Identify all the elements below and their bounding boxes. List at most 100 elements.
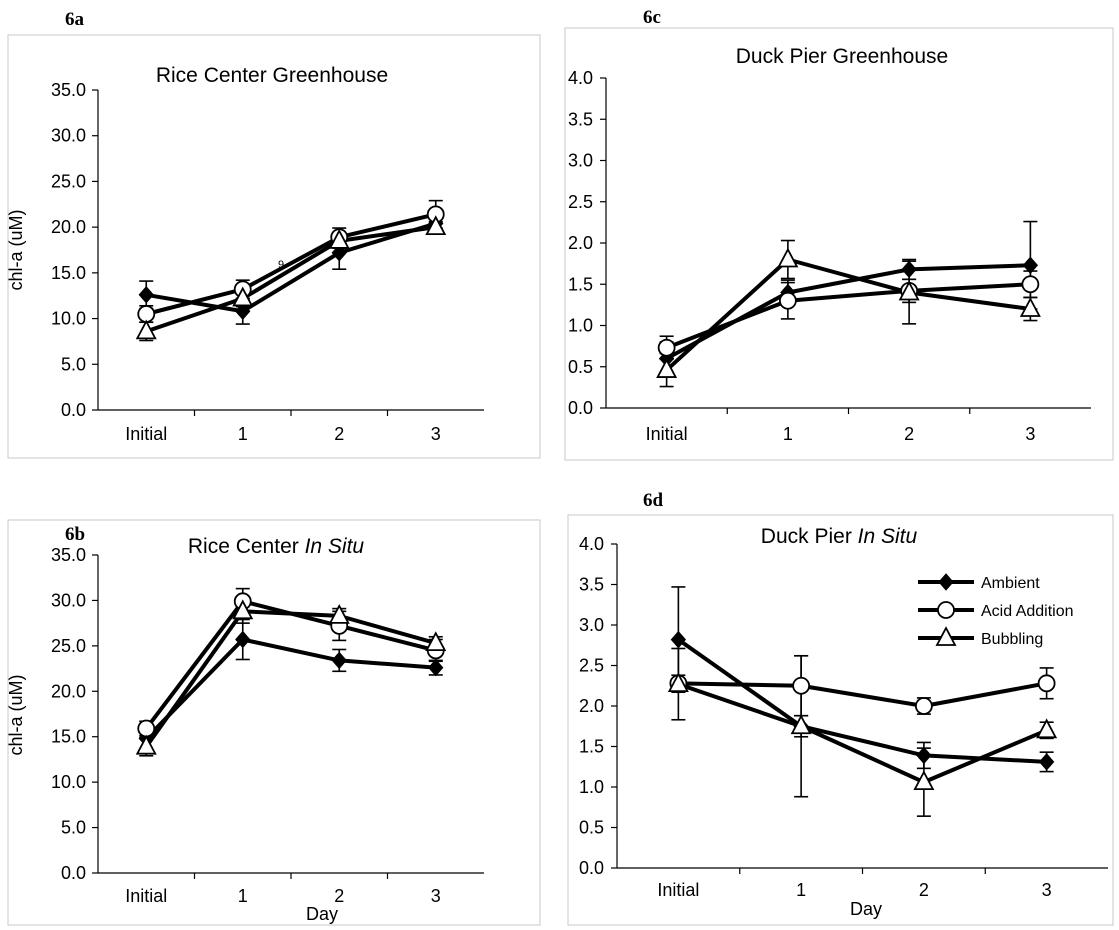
panel-frame (564, 27, 1114, 461)
x-tick-label: 1 (783, 424, 793, 444)
data-point-triangle (425, 215, 447, 236)
y-tick-label: 35.0 (51, 545, 86, 565)
data-point-triangle (328, 603, 350, 624)
y-tick-label: 3.5 (568, 109, 593, 129)
y-tick-label: 30.0 (51, 590, 86, 610)
chart-title: Duck Pier Greenhouse (736, 45, 948, 68)
y-tick-label: 15.0 (51, 263, 86, 283)
y-tick-label: 5.0 (61, 354, 86, 374)
chart-panel-6d: 6d Duck Pier In Situ 0.0 0.5 1.0 1.5 2.0 2.5 3.0… (567, 490, 1114, 926)
y-tick-label: 5.0 (61, 818, 86, 838)
x-tick-label: 1 (238, 424, 248, 444)
series-circle (659, 270, 1038, 361)
panel-frame (7, 519, 541, 926)
data-point-circle (1021, 275, 1040, 294)
data-point-circle (657, 338, 676, 357)
x-tick-label: Initial (125, 424, 167, 444)
y-tick-label: 1.0 (579, 777, 604, 797)
panel-label: 6a (65, 9, 85, 30)
y-tick-label: 2.5 (568, 192, 593, 212)
y-tick-label: 3.0 (568, 151, 593, 171)
x-tick-label: 3 (431, 424, 441, 444)
x-tick-label: 2 (334, 886, 344, 906)
data-point-triangle (135, 319, 157, 340)
legend-marker-circle (937, 601, 955, 619)
y-tick-label: 20.0 (51, 217, 86, 237)
data-point-circle (1037, 674, 1056, 693)
data-point-triangle (790, 714, 812, 735)
data-point-circle (914, 697, 933, 715)
series-triangle (659, 239, 1038, 388)
data-point-circle (778, 291, 797, 310)
data-point-diamond (1038, 753, 1055, 771)
data-point-triangle (667, 672, 689, 693)
chart-title: Rice Center Greenhouse (156, 64, 388, 87)
panel-label: 6d (643, 490, 664, 511)
data-point-triangle (777, 247, 799, 268)
legend-label: Ambient (981, 575, 1040, 592)
y-tick-label: 20.0 (51, 681, 86, 701)
data-point-triangle (425, 631, 447, 652)
x-tick-label: 3 (1042, 880, 1052, 900)
series-markers-triangle (667, 672, 1058, 791)
y-tick-label: 0.0 (61, 400, 86, 420)
y-tick-label: 2.0 (579, 696, 604, 716)
series-markers-triangle (135, 215, 447, 340)
y-tick-label: 1.5 (579, 737, 604, 757)
legend-marker-diamond (938, 573, 954, 591)
chart-panel-6c: 6c Duck Pier Greenhouse 0.0 0.5 1.0 1.5 2.0 2.5… (564, 7, 1114, 461)
data-point-triangle (1036, 718, 1058, 739)
y-tick-label: 0.0 (568, 398, 593, 418)
data-point-diamond (428, 658, 444, 677)
y-axis-title: chl-a (uM) (6, 209, 26, 290)
data-point-triangle (328, 228, 350, 249)
data-point-circle (137, 719, 156, 738)
legend-marker-triangle (935, 626, 957, 646)
y-tick-label: 25.0 (51, 171, 86, 191)
data-point-diamond (235, 302, 251, 321)
x-tick-label: Initial (125, 886, 167, 906)
y-tick-label: 25.0 (51, 636, 86, 656)
series-line (665, 282, 1031, 350)
chart-title: Rice Center In Situ (188, 535, 365, 558)
y-tick-label: 2.5 (579, 656, 604, 676)
data-point-triangle (1019, 297, 1041, 317)
series-markers-triangle (135, 599, 447, 755)
data-point-triangle (898, 280, 920, 301)
y-tick-label: 30.0 (51, 126, 86, 146)
y-tick-label: 1.0 (568, 316, 593, 336)
series-line (665, 257, 1031, 372)
data-point-diamond (138, 286, 154, 304)
x-tick-label: 2 (904, 424, 914, 444)
x-tick-label: 2 (919, 880, 929, 900)
series-line (665, 263, 1031, 361)
x-tick-label: 1 (238, 886, 248, 906)
series-line (145, 212, 437, 316)
x-axis-title: Day (306, 904, 338, 924)
x-axis-title: Day (850, 899, 882, 919)
y-tick-label: 4.0 (579, 534, 604, 554)
y-tick-label: 15.0 (51, 727, 86, 747)
chart-title: Duck Pier In Situ (761, 525, 918, 548)
y-tick-label: 0.5 (579, 818, 604, 838)
panel-label: 6b (65, 524, 85, 545)
chart-panel-6a: 6a Rice Center Greenhouse 0.0 5.0 10.0 15.0 20… (6, 9, 541, 459)
legend-label: Acid Addition (981, 603, 1074, 620)
panel-label: 6c (643, 7, 661, 28)
y-tick-label: 10.0 (51, 309, 86, 329)
y-tick-label: 2.0 (568, 233, 593, 253)
series-line (144, 637, 436, 740)
data-point-diamond (901, 260, 917, 279)
y-tick-label: 0.0 (61, 863, 86, 883)
series-markers-diamond (658, 256, 1039, 368)
series-line (677, 682, 1048, 785)
legend: Ambient Acid Addition Bubbling (918, 573, 1074, 648)
data-point-diamond (331, 651, 347, 670)
panel-frame (567, 514, 1114, 926)
data-point-diamond (1022, 256, 1039, 275)
x-tick-label: 2 (334, 424, 344, 444)
panel-frame (7, 34, 541, 459)
series-diamond (659, 220, 1038, 376)
series-line (677, 637, 1047, 764)
data-point-diamond (916, 746, 932, 765)
